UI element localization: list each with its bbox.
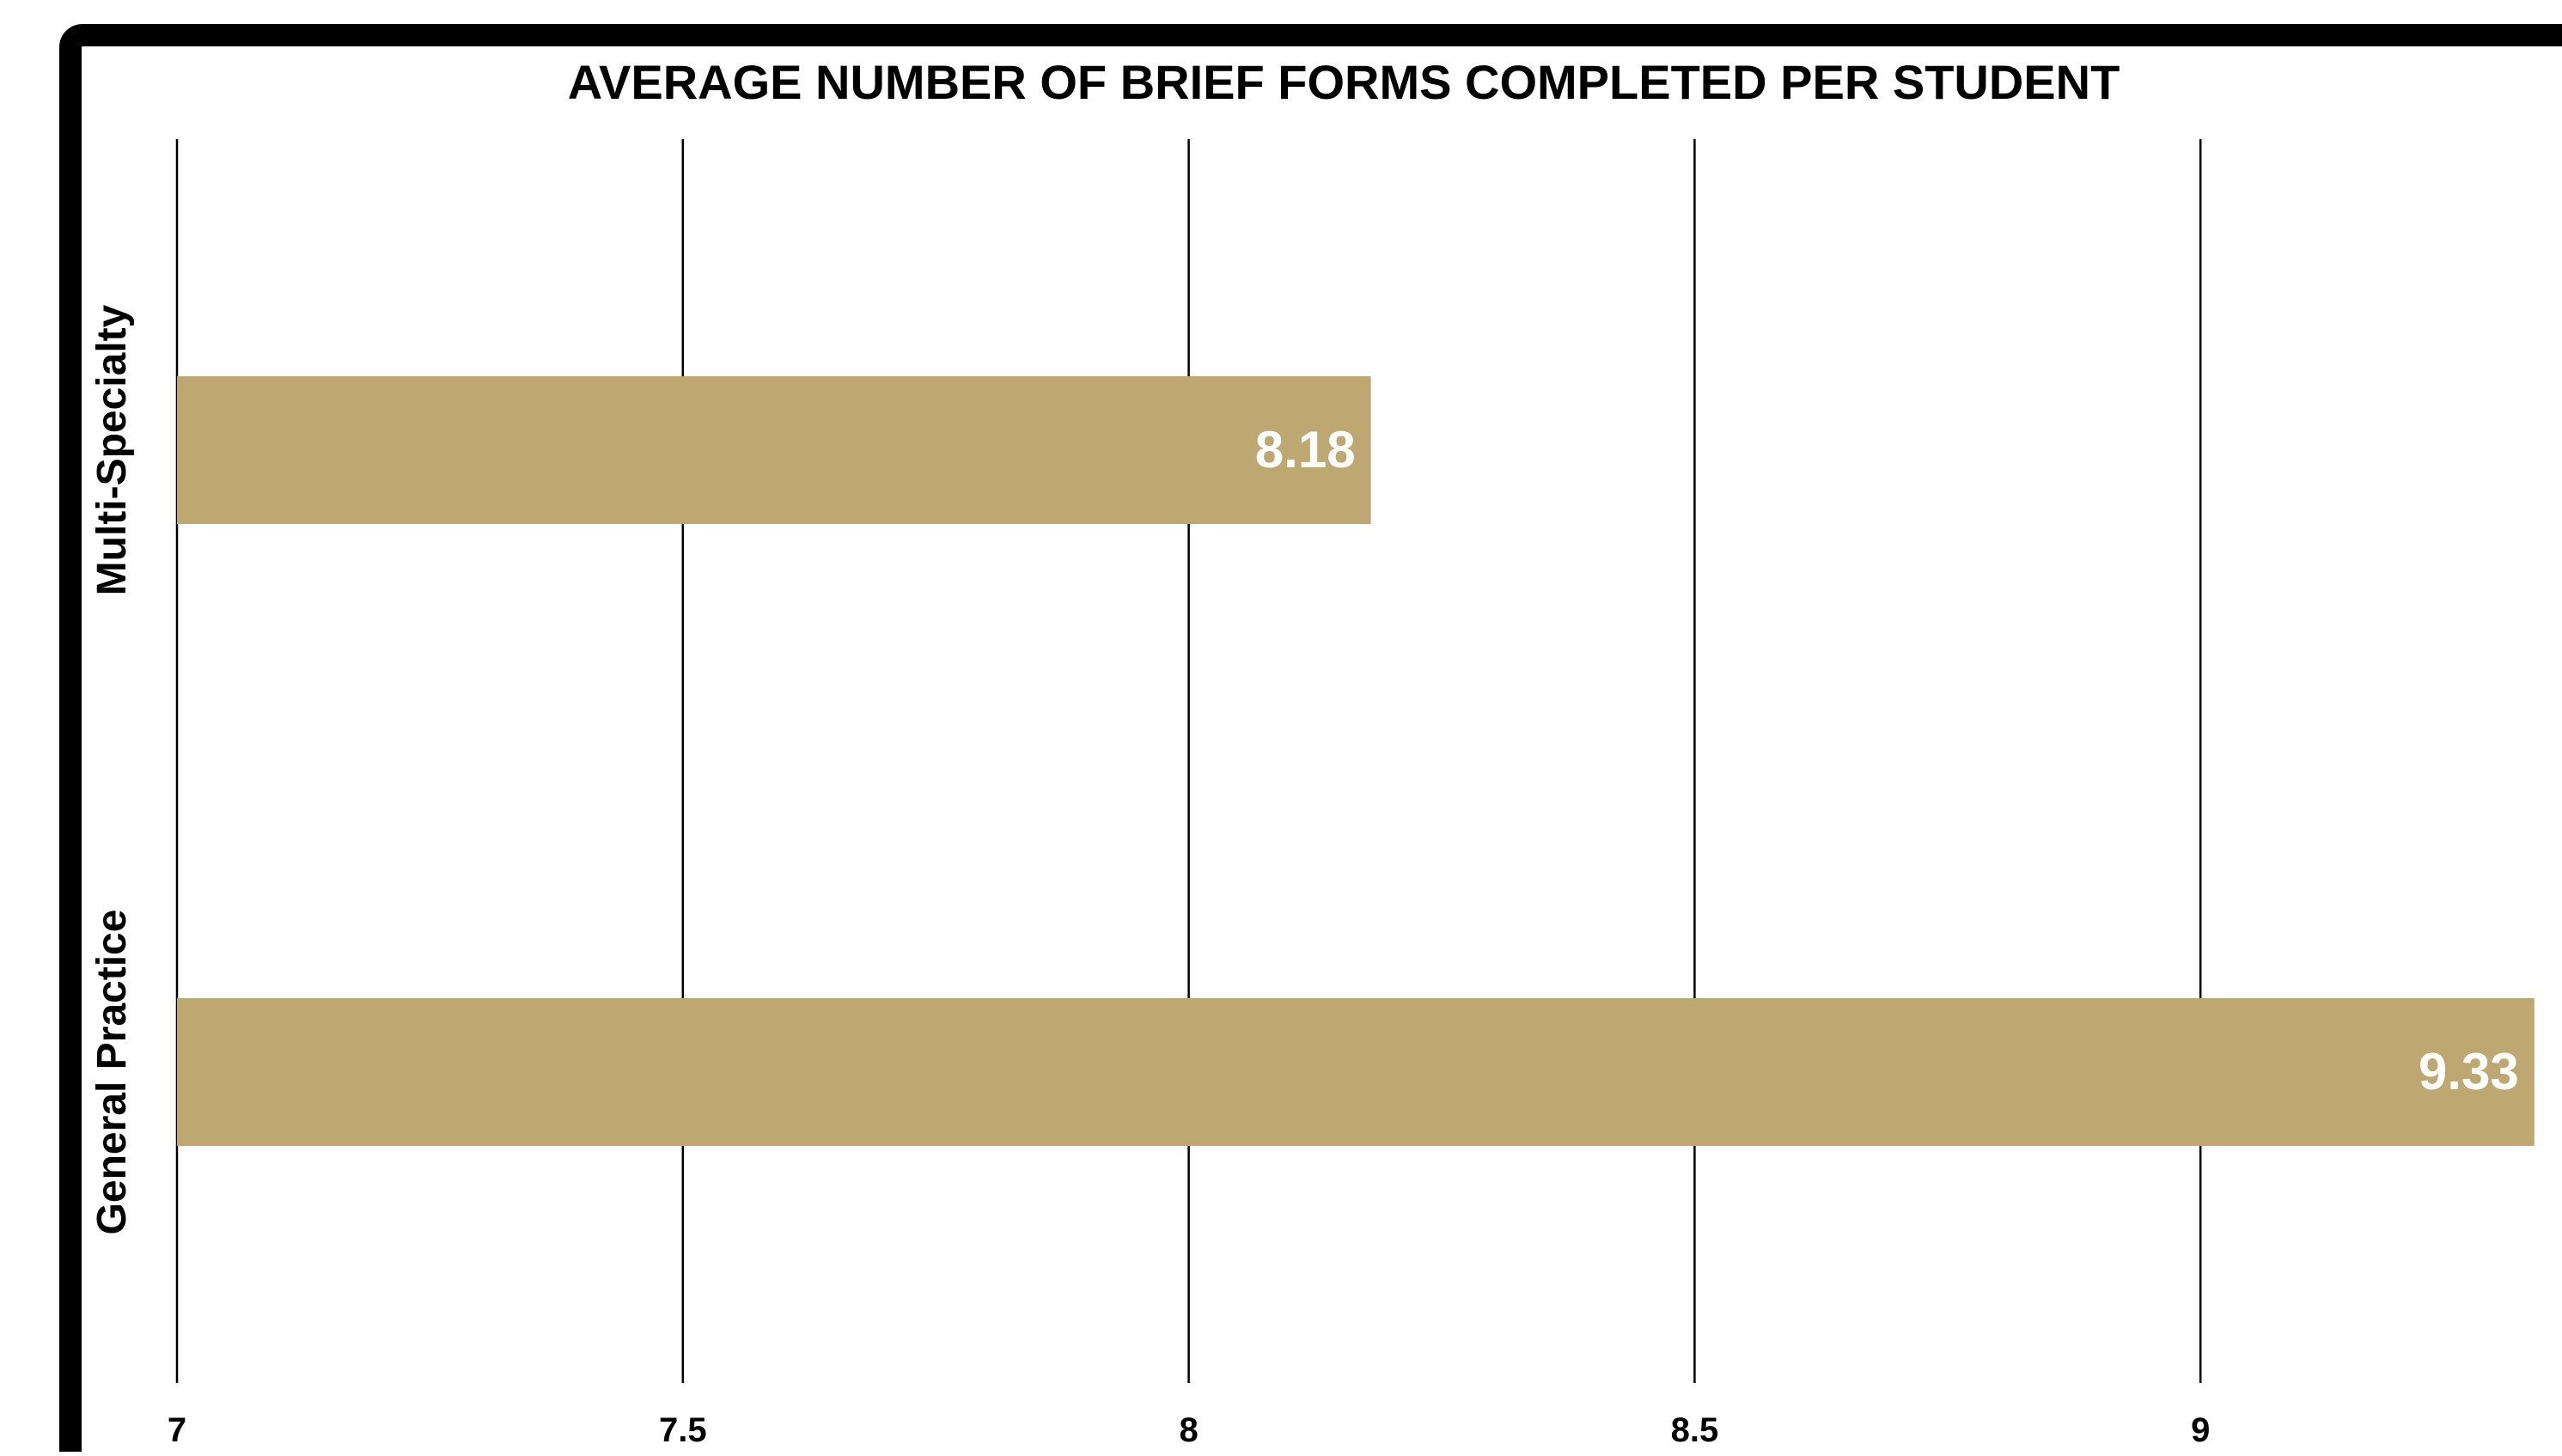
category-label: Multi-Specialty (89, 304, 135, 595)
category-labels: Multi-Specialty General Practice (89, 304, 135, 1234)
x-tick-label: 7.5 (659, 1411, 707, 1449)
x-tick-label: 8 (1179, 1411, 1198, 1449)
bar (177, 998, 2535, 1146)
x-tick-label: 9 (2191, 1411, 2210, 1449)
grid-lines (175, 139, 2202, 1383)
bar (177, 376, 1371, 524)
x-tick-label: 7 (168, 1411, 186, 1449)
category-label: General Practice (89, 910, 135, 1235)
x-tick-label: 8.5 (1671, 1411, 1719, 1449)
data-labels: 8.18 9.33 (1255, 421, 2519, 1100)
bars (177, 376, 2535, 1146)
x-tick-labels: 77.588.599.5 (168, 1411, 2210, 1449)
bar-value-label: 8.18 (1255, 421, 1356, 478)
chart-title: AVERAGE NUMBER OF BRIEF FORMS COMPLETED … (568, 55, 2120, 109)
chart-border (59, 24, 2562, 1456)
bar-value-label: 9.33 (2419, 1043, 2519, 1100)
